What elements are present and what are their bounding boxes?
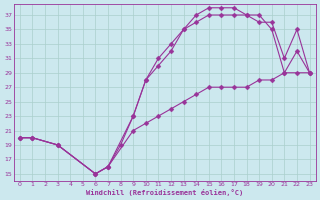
X-axis label: Windchill (Refroidissement éolien,°C): Windchill (Refroidissement éolien,°C)	[86, 189, 243, 196]
